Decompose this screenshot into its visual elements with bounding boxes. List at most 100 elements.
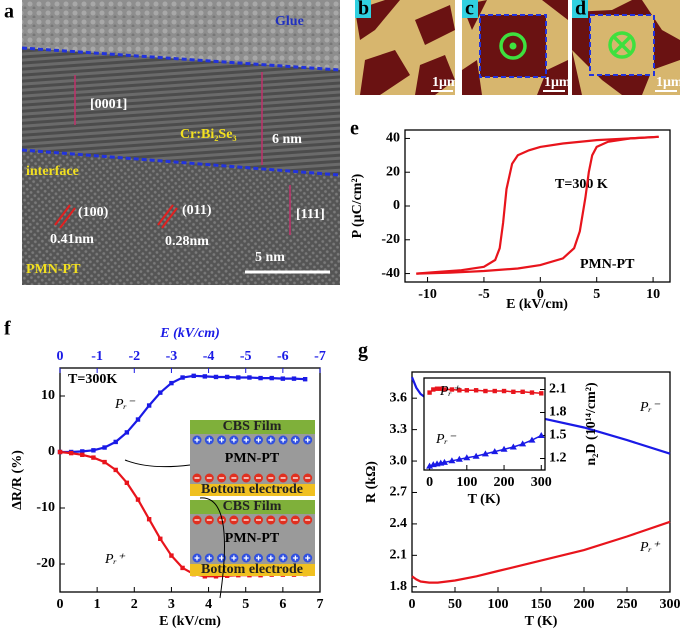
marker (509, 443, 517, 450)
annotation: PMN-PT (580, 257, 635, 272)
marker (158, 390, 163, 395)
series-name: Pᵣ⁺ (104, 552, 126, 567)
x2-tick-label: -3 (166, 349, 178, 364)
charge-sign (206, 555, 212, 561)
marker (537, 432, 545, 438)
marker (213, 574, 219, 579)
marker (457, 388, 462, 393)
series-name: Pᵣ⁻ (114, 397, 136, 412)
marker (501, 388, 507, 394)
scale-label: 1μm (544, 75, 571, 90)
y-tick-label: 3.3 (390, 422, 408, 437)
x2-axis-label: E (kV/cm) (159, 326, 220, 341)
x-tick-label: 50 (448, 597, 462, 612)
x-tick-label: 200 (574, 597, 595, 612)
marker (124, 430, 130, 435)
x-axis-label: E (kV/cm) (159, 614, 221, 629)
marker (302, 377, 308, 382)
marker (202, 374, 208, 379)
charge-sign (268, 555, 274, 561)
x-tick-label: 300 (531, 475, 552, 490)
charge-sign (280, 555, 286, 561)
marker (191, 373, 196, 379)
label: (100) (78, 205, 109, 220)
marker (91, 455, 96, 460)
x-tick-label: 200 (494, 475, 515, 490)
scale-label: 1μm (432, 75, 459, 90)
device-diagram: CBS Film PMN-PT Bottom electrode (190, 419, 315, 497)
series-name: Pᵣ⁻ (435, 432, 457, 447)
pointer-arrow (199, 497, 225, 599)
series-name: Pᵣ⁺ (639, 540, 661, 555)
marker (528, 436, 536, 443)
marker (180, 375, 185, 380)
x-tick-label: 2 (131, 597, 138, 612)
panel-label: a (4, 1, 14, 23)
marker (455, 455, 463, 462)
marker (213, 374, 219, 380)
marker (247, 375, 252, 380)
chart: g 0 50 100 150 200 250 300 1.8 2.1 2.4 2.7 3.0 3.3 3.6… (358, 340, 681, 630)
marker (269, 375, 274, 381)
panel-label: f (4, 318, 11, 340)
marker (113, 467, 118, 473)
y-tick-label: 1.2 (549, 451, 567, 466)
marker (102, 459, 107, 465)
x2-tick-label: -7 (314, 349, 326, 364)
series-name: Pᵣ⁻ (639, 400, 661, 415)
pfm-images (355, 0, 680, 95)
x-tick-label: 300 (660, 597, 681, 612)
x-tick-label: 0 (409, 597, 416, 612)
x-tick-label: 0 (426, 475, 433, 490)
label: 0.41nm (50, 232, 94, 247)
y-axis-label: ΔR/R (%) (10, 450, 25, 510)
panel-label: b (358, 0, 369, 20)
label: Cr:Bi₂Se₃ (180, 127, 237, 142)
x2-tick-label: -5 (240, 349, 252, 364)
x-tick-label: 4 (205, 597, 212, 612)
charge-sign (305, 555, 311, 561)
y-tick-label: 2.1 (549, 382, 567, 397)
label: Glue (275, 14, 304, 29)
annotation: T=300K (68, 372, 117, 387)
marker (491, 448, 499, 455)
marker (426, 462, 434, 469)
layer-label: Bottom electrode (201, 482, 303, 497)
x2-tick-label: -2 (128, 349, 140, 364)
marker (483, 388, 488, 394)
marker (438, 386, 443, 391)
marker (427, 390, 432, 395)
marker (500, 445, 508, 452)
marker (169, 553, 174, 558)
y-tick-label: 1.8 (549, 405, 567, 420)
layer-label: Bottom electrode (201, 562, 303, 577)
layer (190, 420, 315, 434)
charge-sign (292, 555, 298, 561)
marker (202, 574, 208, 579)
charge-sign (194, 555, 200, 561)
scale-label: 5 nm (255, 250, 285, 265)
marker (135, 417, 141, 422)
marker (291, 376, 297, 381)
label: [0001] (90, 97, 127, 112)
marker (80, 449, 85, 454)
marker (91, 448, 96, 453)
x-tick-label: 10 (646, 287, 660, 302)
marker (146, 517, 152, 522)
charge-sign (194, 437, 200, 443)
x-axis-label: E (kV/cm) (506, 297, 568, 312)
x-tick-label: 0 (537, 287, 544, 302)
chart: f 0 1 2 3 4 5 6 7 0 -1 -2 -3 -4 -5 -6 -7 E (kV/cm) -20 -10 0… (4, 318, 326, 630)
marker (124, 480, 130, 485)
marker (236, 375, 241, 380)
series-name: Pᵣ⁺ (439, 384, 461, 399)
layer-label: PMN-PT (225, 451, 280, 466)
x-tick-label: 150 (531, 597, 552, 612)
x-tick-label: -5 (478, 287, 490, 302)
x-tick-label: 1 (94, 597, 101, 612)
label: [111] (296, 207, 325, 222)
y-axis-label: R (kΩ) (364, 461, 379, 503)
label: 6 nm (272, 132, 302, 147)
marker (448, 457, 456, 464)
x-tick-label: 6 (279, 597, 286, 612)
